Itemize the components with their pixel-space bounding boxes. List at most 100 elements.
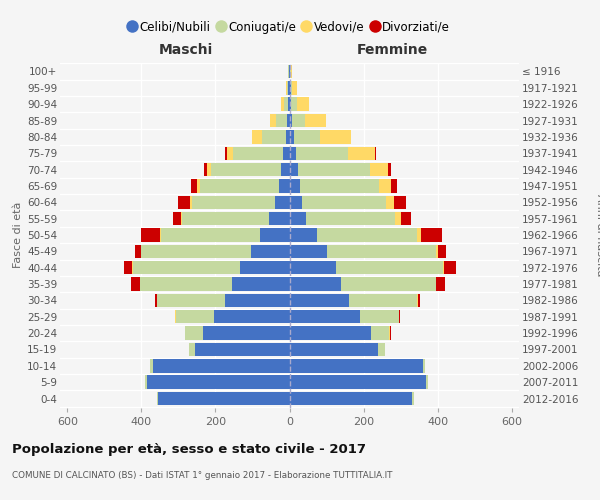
Bar xyxy=(211,163,281,176)
Bar xyxy=(155,294,157,307)
Bar xyxy=(349,294,417,307)
Bar xyxy=(173,212,181,226)
Bar xyxy=(292,114,305,127)
Bar xyxy=(290,261,336,274)
Bar xyxy=(275,196,290,209)
Bar xyxy=(290,179,300,192)
Bar xyxy=(182,212,269,226)
Bar xyxy=(370,163,388,176)
Bar xyxy=(348,146,374,160)
Bar xyxy=(290,212,306,226)
Bar xyxy=(379,343,385,356)
Bar xyxy=(260,228,290,241)
Bar xyxy=(287,81,289,94)
Text: Femmine: Femmine xyxy=(357,43,428,57)
Bar xyxy=(227,146,233,160)
Bar xyxy=(189,343,195,356)
Bar xyxy=(290,163,298,176)
Bar xyxy=(306,212,395,226)
Bar xyxy=(399,310,400,324)
Bar xyxy=(176,310,214,324)
Bar xyxy=(161,228,260,241)
Bar xyxy=(290,146,296,160)
Y-axis label: Anni di nascita: Anni di nascita xyxy=(595,194,600,276)
Bar xyxy=(336,261,443,274)
Bar xyxy=(386,196,394,209)
Bar xyxy=(391,179,397,192)
Bar xyxy=(140,228,160,241)
Text: Popolazione per età, sesso e stato civile - 2017: Popolazione per età, sesso e stato civil… xyxy=(12,442,366,456)
Bar xyxy=(133,261,239,274)
Bar xyxy=(302,196,386,209)
Bar xyxy=(401,212,410,226)
Bar xyxy=(135,244,140,258)
Bar xyxy=(360,310,398,324)
Bar xyxy=(225,146,227,160)
Bar xyxy=(290,244,326,258)
Bar xyxy=(297,98,309,111)
Bar xyxy=(251,244,290,258)
Bar xyxy=(341,278,436,291)
Bar xyxy=(286,130,290,143)
Bar xyxy=(145,376,147,389)
Bar xyxy=(290,114,292,127)
Bar xyxy=(290,392,412,405)
Bar xyxy=(151,359,152,372)
Bar xyxy=(443,261,444,274)
Bar xyxy=(290,228,317,241)
Bar xyxy=(140,244,142,258)
Bar xyxy=(269,212,290,226)
Bar xyxy=(288,65,289,78)
Bar xyxy=(294,130,320,143)
Bar xyxy=(124,261,132,274)
Bar xyxy=(157,392,158,405)
Bar xyxy=(421,228,442,241)
Bar xyxy=(394,196,406,209)
Bar xyxy=(423,359,425,372)
Bar xyxy=(178,196,190,209)
Bar xyxy=(225,294,290,307)
Bar xyxy=(181,212,182,226)
Bar xyxy=(290,359,423,372)
Bar xyxy=(289,65,290,78)
Bar xyxy=(291,65,292,78)
Bar xyxy=(200,179,279,192)
Bar xyxy=(262,130,286,143)
Bar xyxy=(437,244,446,258)
Bar xyxy=(290,326,371,340)
Bar xyxy=(290,130,294,143)
Text: COMUNE DI CALCINATO (BS) - Dati ISTAT 1° gennaio 2017 - Elaborazione TUTTITALIA.: COMUNE DI CALCINATO (BS) - Dati ISTAT 1°… xyxy=(12,471,392,480)
Text: Maschi: Maschi xyxy=(159,43,214,57)
Bar xyxy=(283,146,290,160)
Bar xyxy=(290,65,291,78)
Bar xyxy=(317,228,417,241)
Bar xyxy=(252,130,262,143)
Bar xyxy=(192,196,275,209)
Bar xyxy=(157,294,225,307)
Bar xyxy=(427,376,428,389)
Bar xyxy=(281,163,290,176)
Bar xyxy=(132,261,133,274)
Bar xyxy=(203,326,290,340)
Bar xyxy=(292,81,297,94)
Bar xyxy=(131,278,140,291)
Bar xyxy=(239,261,290,274)
Bar xyxy=(436,244,437,258)
Bar xyxy=(287,114,290,127)
Bar xyxy=(417,228,421,241)
Bar xyxy=(290,294,349,307)
Bar xyxy=(290,278,341,291)
Bar xyxy=(152,359,290,372)
Bar xyxy=(305,114,326,127)
Bar xyxy=(208,163,211,176)
Bar xyxy=(290,310,360,324)
Bar xyxy=(203,163,208,176)
Bar xyxy=(140,278,232,291)
Bar xyxy=(284,98,288,111)
Bar xyxy=(371,326,389,340)
Bar xyxy=(290,343,379,356)
Bar xyxy=(158,392,290,405)
Bar xyxy=(286,81,287,94)
Bar xyxy=(290,376,427,389)
Bar xyxy=(379,179,391,192)
